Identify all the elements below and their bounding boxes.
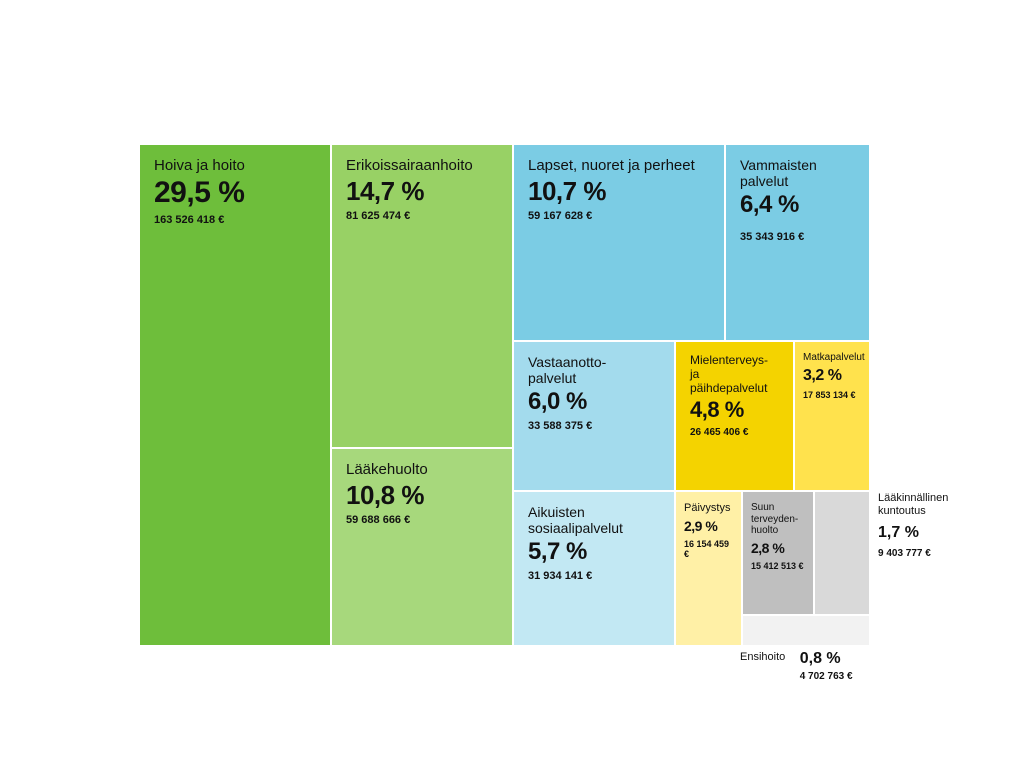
cell-laake: Lääkehuolto 10,8 % 59 688 666 €: [332, 449, 512, 645]
cell-percent: 6,4 %: [740, 193, 855, 217]
cell-hoiva: Hoiva ja hoito 29,5 % 163 526 418 €: [140, 145, 330, 645]
cell-lapset: Lapset, nuoret ja perheet 10,7 % 59 167 …: [514, 145, 724, 340]
cell-amount: 16 154 459 €: [684, 539, 733, 561]
cell-erikois: Erikoissairaanhoito 14,7 % 81 625 474 €: [332, 145, 512, 447]
ext-label-laakin: Lääkinnällinen kuntoutus 1,7 % 9 403 777…: [878, 492, 948, 559]
cell-paivystys: Päivystys 2,9 % 16 154 459 €: [676, 492, 741, 645]
cell-amount: 31 934 141 €: [528, 570, 660, 583]
cell-vammaisten: Vammaisten palvelut 6,4 % 35 343 916 €: [726, 145, 869, 340]
ext-percent: 0,8 %: [800, 651, 853, 667]
cell-percent: 2,8 %: [751, 541, 805, 555]
cell-suun: Suun terveyden- huolto 2,8 % 15 412 513 …: [743, 492, 813, 614]
cell-ensihoito-band: [743, 616, 869, 645]
cell-title: Lapset, nuoret ja perheet: [528, 157, 710, 174]
ext-title: Lääkinnällinen kuntoutus: [878, 492, 948, 518]
cell-title: Erikoissairaanhoito: [346, 157, 498, 174]
treemap-canvas: Hoiva ja hoito 29,5 % 163 526 418 € Erik…: [0, 0, 1024, 768]
cell-title: Vastaanotto- palvelut: [528, 354, 660, 386]
cell-percent: 6,0 %: [528, 390, 660, 414]
cell-title: Hoiva ja hoito: [154, 157, 316, 174]
cell-mielenterveys: Mielenterveys- ja päihdepalvelut 4,8 % 2…: [676, 342, 793, 490]
cell-title: Matkapalvelut: [803, 352, 861, 364]
cell-percent: 10,7 %: [528, 178, 710, 204]
ext-label-ensihoito: Ensihoito 0,8 % 4 702 763 €: [740, 651, 960, 682]
cell-title: Lääkehuolto: [346, 461, 498, 478]
cell-matka: Matkapalvelut 3,2 % 17 853 134 €: [795, 342, 869, 490]
cell-percent: 5,7 %: [528, 540, 660, 564]
cell-percent: 10,8 %: [346, 482, 498, 508]
cell-amount: 59 688 666 €: [346, 514, 498, 527]
cell-amount: 81 625 474 €: [346, 210, 498, 223]
cell-percent: 2,9 %: [684, 519, 733, 533]
cell-amount: 33 588 375 €: [528, 420, 660, 433]
cell-aikuisten: Aikuisten sosiaalipalvelut 5,7 % 31 934 …: [514, 492, 674, 645]
cell-percent: 4,8 %: [690, 399, 779, 421]
cell-percent: 3,2 %: [803, 368, 861, 384]
cell-title: Aikuisten sosiaalipalvelut: [528, 504, 660, 536]
ext-title: Ensihoito: [740, 651, 785, 663]
ext-percent: 1,7 %: [878, 524, 948, 542]
cell-title: Päivystys: [684, 502, 733, 515]
cell-grey-small: [815, 492, 869, 614]
cell-title: Vammaisten palvelut: [740, 157, 855, 189]
cell-percent: 29,5 %: [154, 178, 316, 208]
cell-amount: 163 526 418 €: [154, 214, 316, 227]
cell-amount: 15 412 513 €: [751, 561, 805, 572]
cell-amount: 35 343 916 €: [740, 231, 855, 244]
cell-title: Suun terveyden- huolto: [751, 502, 805, 537]
cell-amount: 26 465 406 €: [690, 427, 779, 439]
ext-amount: 9 403 777 €: [878, 548, 948, 559]
cell-title: Mielenterveys- ja päihdepalvelut: [690, 354, 779, 395]
cell-vastaanotto: Vastaanotto- palvelut 6,0 % 33 588 375 €: [514, 342, 674, 490]
cell-percent: 14,7 %: [346, 178, 498, 204]
ext-amount: 4 702 763 €: [800, 671, 853, 682]
cell-amount: 59 167 628 €: [528, 210, 710, 223]
cell-amount: 17 853 134 €: [803, 390, 861, 401]
